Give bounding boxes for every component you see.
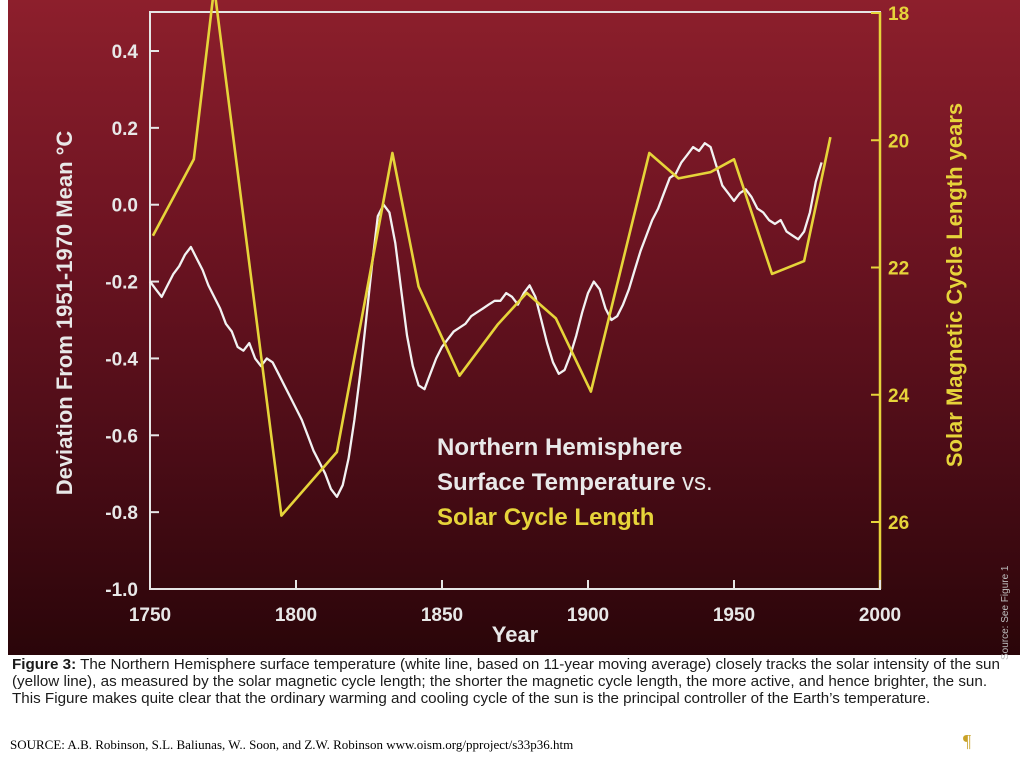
y-left-tick-label: -0.4 bbox=[105, 349, 138, 370]
y-left-tick-label: 0.2 bbox=[112, 119, 138, 140]
y-left-tick-label: 0.0 bbox=[112, 196, 138, 217]
figure-caption: Figure 3: The Northern Hemisphere surfac… bbox=[12, 656, 1012, 707]
title-line-suffix: vs. bbox=[675, 469, 712, 496]
y-right-tick-label: 20 bbox=[888, 131, 909, 152]
title-line: Surface Temperature vs. bbox=[437, 469, 713, 496]
figure: 1750 1800 1850 1900 1950 2000 0.4 0.2 0.0 -0.2 -0.… bbox=[8, 0, 1020, 707]
title-line: Northern Hemisphere bbox=[437, 434, 682, 461]
y-right-tick-label: 24 bbox=[888, 386, 910, 407]
y-right-tick-label: 22 bbox=[888, 259, 909, 280]
y-left-tick-label: 0.4 bbox=[112, 42, 139, 63]
y-right-axis-label: Solar Magnetic Cycle Length years bbox=[942, 103, 967, 467]
y-left-tick-label: -0.8 bbox=[105, 503, 138, 524]
caption-label: Figure 3: bbox=[12, 656, 77, 673]
title-line-text: Solar Cycle Length bbox=[437, 504, 654, 531]
caption-text: The Northern Hemisphere surface temperat… bbox=[12, 656, 1000, 707]
x-tick-label: 1900 bbox=[567, 605, 609, 626]
x-tick-label: 1800 bbox=[275, 605, 317, 626]
y-left-tick-label: -0.2 bbox=[105, 273, 138, 294]
pilcrow-mark: ¶ bbox=[963, 731, 972, 751]
title-line: Solar Cycle Length bbox=[437, 504, 654, 531]
x-tick-label: 1850 bbox=[421, 605, 463, 626]
title-line-text: Northern Hemisphere bbox=[437, 434, 682, 461]
x-axis-label: Year bbox=[492, 622, 539, 647]
x-tick-label: 2000 bbox=[859, 605, 901, 626]
solar-cycle-line bbox=[151, 0, 832, 517]
y-left-axis-label: Deviation From 1951-1970 Mean °C bbox=[52, 131, 77, 496]
y-right-tick-label: 26 bbox=[888, 513, 909, 534]
y-right-tick-label: 18 bbox=[888, 4, 909, 25]
chart-panel bbox=[8, 0, 1020, 655]
side-credit: Source: See Figure 1 bbox=[1000, 565, 1011, 661]
chart-svg: 1750 1800 1850 1900 1950 2000 0.4 0.2 0.0 -0.2 -0.… bbox=[52, 0, 967, 647]
y-left-tick-label: -1.0 bbox=[105, 580, 138, 601]
source-citation: SOURCE: A.B. Robinson, S.L. Baliunas, W.… bbox=[10, 737, 574, 752]
x-tick-label: 1750 bbox=[129, 605, 171, 626]
x-tick-label: 1950 bbox=[713, 605, 755, 626]
title-line-text: Surface Temperature bbox=[437, 469, 675, 496]
y-left-tick-label: -0.6 bbox=[105, 426, 138, 447]
